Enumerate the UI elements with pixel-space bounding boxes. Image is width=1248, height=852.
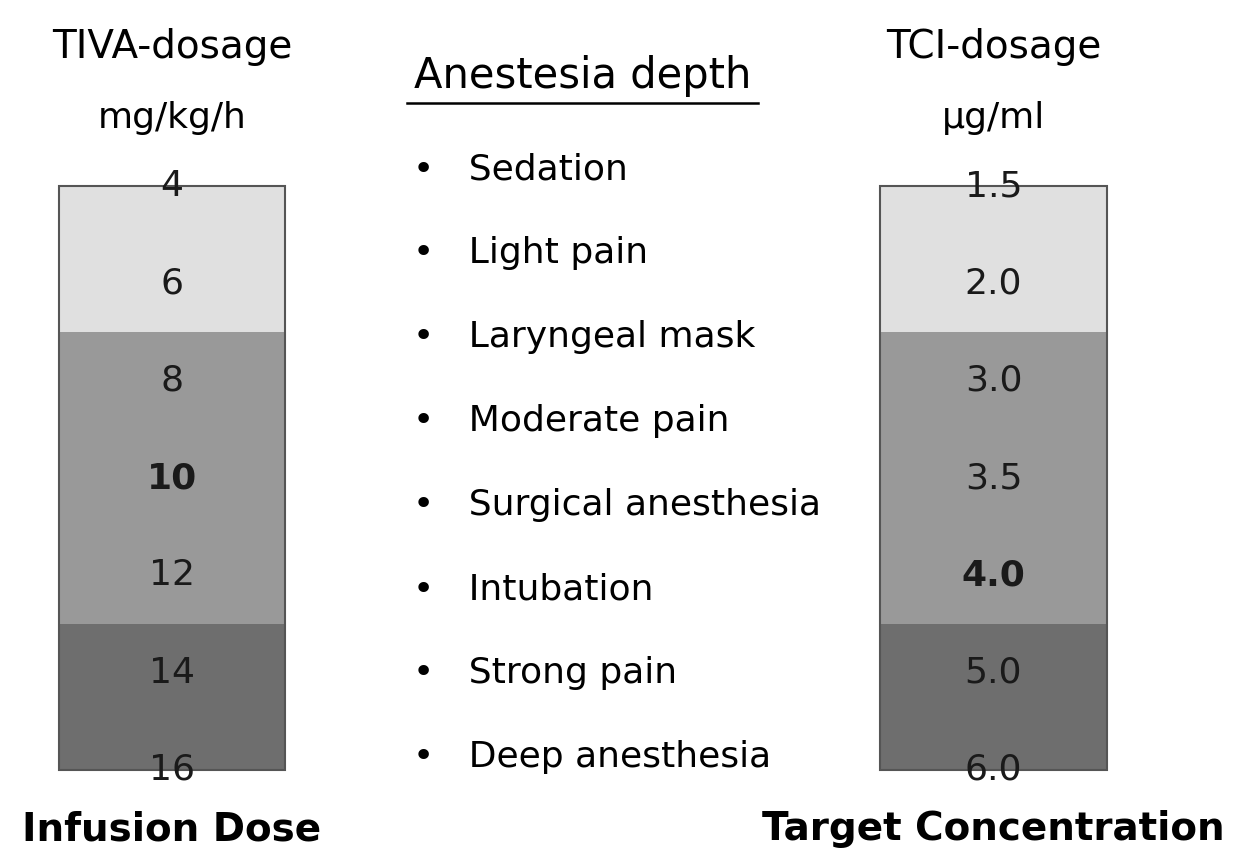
Bar	[880, 186, 1107, 770]
Text: 2.0: 2.0	[965, 267, 1022, 301]
Text: •   Intubation: • Intubation	[413, 573, 653, 607]
Text: Infusion Dose: Infusion Dose	[22, 810, 322, 849]
Text: Target Concentration: Target Concentration	[763, 810, 1224, 849]
Text: 12: 12	[149, 558, 195, 592]
Text: 4: 4	[161, 170, 183, 203]
Text: TCI-dosage: TCI-dosage	[886, 27, 1101, 66]
Text: μg/ml: μg/ml	[942, 101, 1045, 135]
Text: mg/kg/h: mg/kg/h	[97, 101, 246, 135]
Text: •   Deep anesthesia: • Deep anesthesia	[413, 740, 771, 774]
Bar	[59, 186, 286, 770]
Text: 5.0: 5.0	[965, 656, 1022, 689]
Bar	[880, 332, 1107, 624]
Text: TIVA-dosage: TIVA-dosage	[51, 27, 292, 66]
Bar	[59, 332, 286, 624]
Text: 6: 6	[161, 267, 183, 301]
Text: Anestesia depth: Anestesia depth	[414, 55, 751, 97]
Text: •   Moderate pain: • Moderate pain	[413, 404, 729, 438]
Text: 6.0: 6.0	[965, 753, 1022, 787]
Text: 4.0: 4.0	[961, 558, 1026, 592]
Bar	[880, 186, 1107, 332]
Text: 3.0: 3.0	[965, 364, 1022, 398]
Text: •   Strong pain: • Strong pain	[413, 656, 676, 690]
Bar	[880, 624, 1107, 770]
Text: •   Light pain: • Light pain	[413, 236, 648, 270]
Text: 16: 16	[149, 753, 195, 787]
Bar	[59, 186, 286, 332]
Text: 1.5: 1.5	[965, 170, 1022, 203]
Text: •   Laryngeal mask: • Laryngeal mask	[413, 320, 755, 354]
Text: 3.5: 3.5	[965, 461, 1022, 495]
Text: •   Surgical anesthesia: • Surgical anesthesia	[413, 488, 821, 522]
Bar	[59, 624, 286, 770]
Text: 14: 14	[149, 656, 195, 689]
Text: 10: 10	[147, 461, 197, 495]
Text: •   Sedation: • Sedation	[413, 153, 628, 187]
Text: 8: 8	[161, 364, 183, 398]
